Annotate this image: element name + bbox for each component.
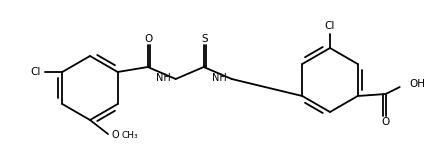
Text: CH₃: CH₃ bbox=[122, 131, 138, 140]
Text: O: O bbox=[145, 34, 153, 44]
Text: Cl: Cl bbox=[325, 21, 335, 31]
Text: NH: NH bbox=[212, 73, 227, 83]
Text: NH: NH bbox=[156, 73, 171, 83]
Text: O: O bbox=[112, 130, 120, 140]
Text: S: S bbox=[202, 34, 208, 44]
Text: Cl: Cl bbox=[30, 67, 40, 77]
Text: OH: OH bbox=[410, 79, 426, 89]
Text: O: O bbox=[382, 117, 390, 127]
